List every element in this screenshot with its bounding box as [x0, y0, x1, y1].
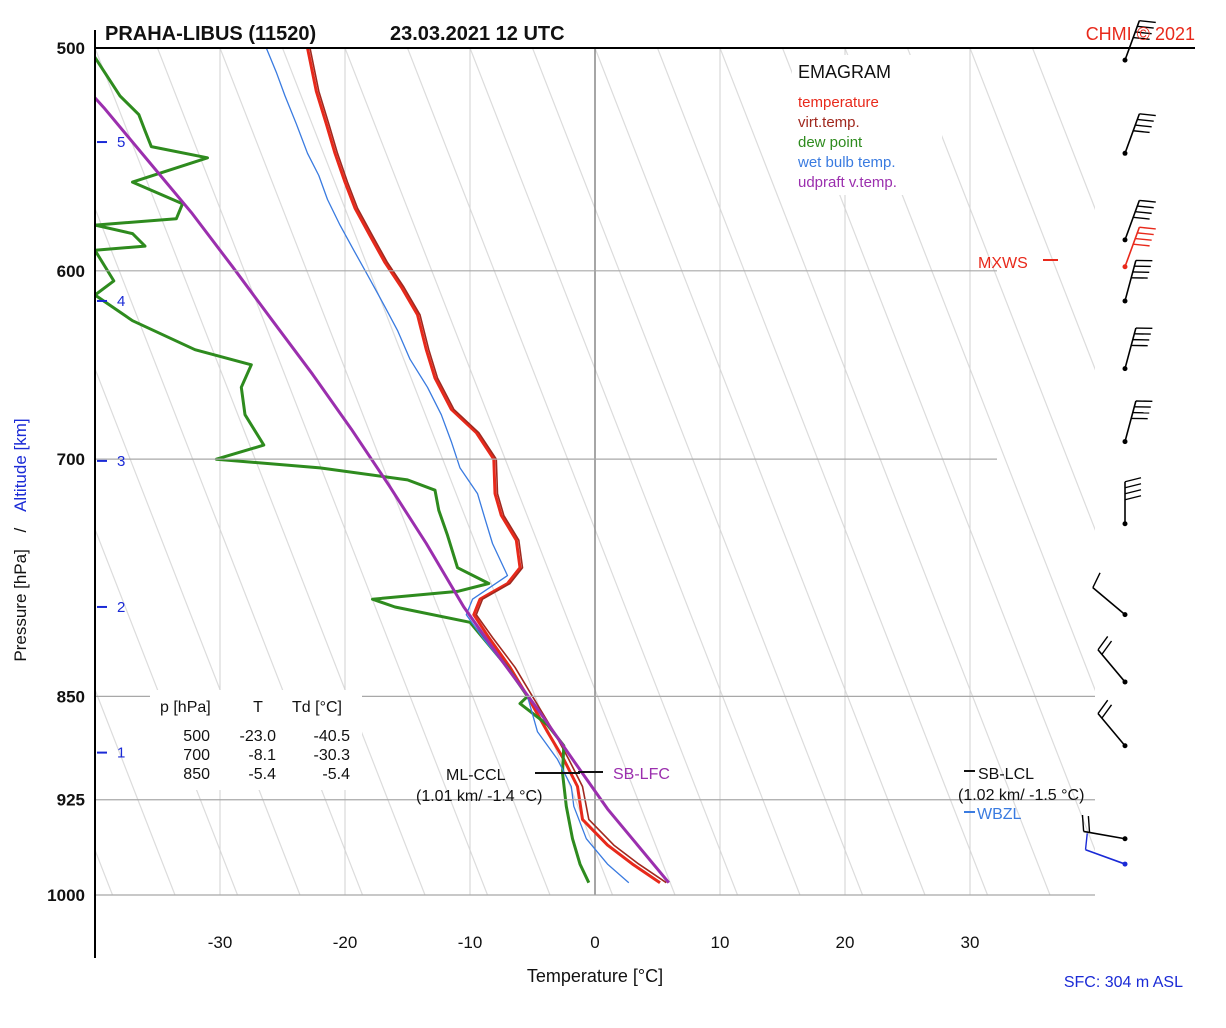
y-axis-title: Pressure [hPa] / Altitude [km] [11, 418, 30, 661]
datetime-title: 23.03.2021 12 UTC [390, 23, 565, 45]
diagonal-grid-line [406, 48, 739, 895]
wind-barb [1122, 477, 1142, 527]
table-header-t: T [253, 699, 263, 716]
copyright-label: CHMI © 2021 [1086, 24, 1195, 44]
y-tick-label: 925 [57, 791, 85, 810]
diagonal-grid-line [344, 48, 676, 895]
legend-box [792, 55, 942, 195]
legend: EMAGRAM temperature virt.temp. dew point… [792, 55, 942, 195]
wind-barb [1122, 400, 1153, 445]
y-tick-label: 600 [57, 262, 85, 281]
y-axis-separator: / [11, 527, 30, 532]
station-title: PRAHA-LIBUS (11520) [105, 23, 316, 45]
ml-ccl-label: ML-CCL [446, 767, 506, 784]
diagonal-grid-line [156, 48, 489, 895]
altitude-tick-label: 5 [117, 134, 125, 151]
altitude-tick-label: 1 [117, 745, 125, 762]
legend-item-temperature: temperature [798, 94, 879, 111]
wind-barb-layer [1081, 19, 1156, 867]
wind-barb [1097, 636, 1128, 685]
diagonal-grid-line [281, 48, 614, 895]
sounding-table: p [hPa] T Td [°C] 500 -23.0 -40.5 700 -8… [150, 690, 362, 790]
x-tick-label: 10 [711, 933, 730, 952]
table-cell: 700 [183, 747, 210, 764]
diagonal-grid-line [906, 48, 1095, 531]
svg-text:Pressure [hPa] / A: Pressure [hPa] / Altitude [km] [11, 418, 30, 661]
table-cell: -40.5 [314, 728, 351, 745]
table-cell: -8.1 [248, 747, 276, 764]
y-tick-label: 850 [57, 687, 85, 706]
table-header-td: Td [°C] [292, 699, 342, 716]
altitude-tick-label: 3 [117, 453, 125, 470]
mxws-label: MXWS [978, 255, 1028, 272]
table-cell: 850 [183, 766, 210, 783]
table-box [150, 690, 362, 790]
diagonal-grid-line [719, 48, 1051, 895]
diagonal-grid-line [219, 48, 551, 895]
legend-item-updraft: udpraft v.temp. [798, 174, 897, 191]
diagonal-grid-line [1031, 48, 1095, 211]
wind-barb [1122, 259, 1153, 304]
diagonal-grid-line [95, 688, 176, 895]
y-tick-label: 500 [57, 39, 85, 58]
x-axis-title: Temperature [°C] [527, 966, 663, 986]
wind-barb [1122, 19, 1156, 63]
x-tick-label: 30 [961, 933, 980, 952]
wind-barb [1081, 814, 1128, 842]
x-tick-label: -30 [208, 933, 233, 952]
sb-lfc-label: SB-LFC [613, 766, 670, 783]
legend-item-dew-point: dew point [798, 134, 863, 151]
wind-barb [1092, 572, 1128, 618]
series-line-udpraft-v-temp [95, 95, 670, 884]
wind-barb [1084, 833, 1128, 867]
legend-title: EMAGRAM [798, 62, 891, 82]
table-cell: -5.4 [248, 766, 276, 783]
wind-barb [1122, 113, 1156, 156]
y-tick-label: 700 [57, 450, 85, 469]
tick-layer: 500 600 700 850 925 1000 -30 -20 -10 0 10 20 30 1 2 3 4 5 [47, 30, 1195, 958]
x-tick-label: 0 [590, 933, 599, 952]
sb-lcl-value: (1.02 km/ -1.5 °C) [958, 787, 1084, 804]
series-line-wet-bulb-temp [265, 48, 630, 884]
table-cell: -23.0 [240, 728, 277, 745]
surface-label: SFC: 304 m ASL [1064, 974, 1183, 991]
legend-item-virt-temp: virt.temp. [798, 114, 860, 131]
series-line-virt-temp [309, 48, 667, 884]
diagonal-grid-line [469, 48, 801, 895]
y-axis-altitude-label: Altitude [km] [11, 418, 30, 512]
diagonal-grid-line [969, 48, 1095, 371]
table-header-p: p [hPa] [160, 699, 211, 716]
diagonal-grid-line [656, 48, 989, 895]
x-tick-label: -10 [458, 933, 483, 952]
table-cell: -30.3 [314, 747, 351, 764]
ml-ccl-value: (1.01 km/ -1.4 °C) [416, 788, 542, 805]
wbzl-label: WBZL [977, 806, 1022, 823]
y-tick-label: 1000 [47, 886, 85, 905]
diagonal-grid-line [531, 48, 864, 895]
series-line-temperature [306, 48, 661, 884]
wind-barb [1122, 226, 1156, 270]
wind-barb [1122, 199, 1156, 243]
table-cell: 500 [183, 728, 210, 745]
legend-item-wet-bulb: wet bulb temp. [797, 154, 896, 171]
diagonal-grid-line [594, 48, 926, 895]
wind-barb [1122, 327, 1153, 372]
x-tick-label: 20 [836, 933, 855, 952]
altitude-tick-label: 4 [117, 293, 125, 310]
sb-lcl-label: SB-LCL [978, 766, 1034, 783]
table-cell: -5.4 [322, 766, 350, 783]
altitude-tick-label: 2 [117, 599, 125, 616]
wind-barb [1097, 699, 1128, 749]
x-tick-label: -20 [333, 933, 358, 952]
y-axis-pressure-label: Pressure [hPa] [11, 549, 30, 661]
